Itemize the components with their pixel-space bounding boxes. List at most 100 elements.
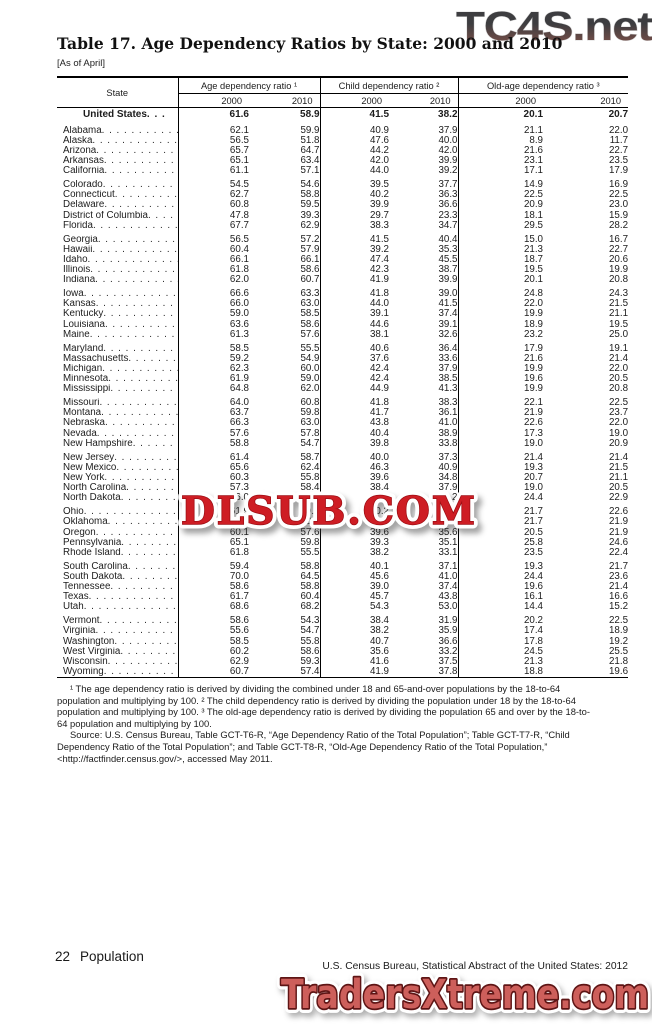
ratio-value: 57.2 xyxy=(300,233,320,245)
ratio-value: 41.3 xyxy=(438,383,458,395)
ratio-value: 61.3 xyxy=(229,328,249,340)
state-name-cell: Montana xyxy=(57,408,179,419)
ratio-value: 22.5 xyxy=(457,190,544,201)
state-name-cell: North Dakota xyxy=(57,493,179,504)
ratio-value: 40.1 xyxy=(319,561,390,572)
ratio-value: 54.5 xyxy=(229,179,249,191)
ratio-value: 61.9 xyxy=(229,373,249,385)
state-name: Connecticut xyxy=(63,190,115,201)
section-name: Population xyxy=(80,949,144,964)
ratio-value: 25.8 xyxy=(457,537,544,548)
ratio-value: 55.8 xyxy=(300,635,320,647)
state-name-cell: Michigan xyxy=(57,363,179,375)
dot-leader xyxy=(128,562,177,572)
ratio-value: 60.1 xyxy=(229,526,249,538)
ratio-value: 22.6 xyxy=(608,506,629,518)
state-name-cell: Rhode Island xyxy=(57,547,179,559)
dot-leader xyxy=(98,235,177,245)
col-header-year: 2010 xyxy=(389,93,459,108)
ratio-value: 33.8 xyxy=(438,437,458,449)
state-name: Virginia xyxy=(63,626,96,637)
col-group-oldage-dependency: Old-age dependency ratio ³ xyxy=(457,77,629,94)
ratio-value: 58.8 xyxy=(300,560,320,572)
footnote-text: ¹ The age dependency ratio is derived by… xyxy=(57,683,590,729)
ratio-value: 39.2 xyxy=(438,165,458,177)
ratio-value: 17.3 xyxy=(457,428,544,439)
ratio-value: 20.5 xyxy=(608,373,629,385)
ratio-value: 23.5 xyxy=(457,547,544,559)
state-name-cell: Nevada xyxy=(57,428,179,439)
ratio-value: 22.9 xyxy=(608,492,629,504)
state-name: Oklahoma xyxy=(63,517,108,528)
dot-leader xyxy=(103,344,177,354)
ratio-value: 56.5 xyxy=(229,233,249,245)
state-name-cell: New York xyxy=(57,473,179,484)
ratio-value: 38.5 xyxy=(438,373,458,385)
state-name-cell: Indiana xyxy=(57,275,179,286)
ratio-value: 24.6 xyxy=(608,536,629,548)
ratio-value: 55.5 xyxy=(300,342,320,354)
state-name-cell: Vermont xyxy=(57,616,179,627)
ratio-value: 19.6 xyxy=(457,581,544,593)
ratio-value: 57.6 xyxy=(300,328,320,340)
ratio-value: 60.8 xyxy=(300,397,320,409)
state-name-cell: New Jersey xyxy=(57,452,179,463)
ratio-value: 62.0 xyxy=(300,383,320,395)
state-name-cell: Florida xyxy=(57,220,179,232)
ratio-value: 64.7 xyxy=(300,144,320,156)
edition-note: U.S. Census Bureau, Statistical Abstract… xyxy=(322,961,628,972)
ratio-value: 41.5 xyxy=(438,298,458,310)
table-row: New Jersey61.458.740.037.321.421.4 xyxy=(57,452,628,463)
table-row: Virginia 55.6 54.738.2 35.917.4 18.9 xyxy=(57,626,628,637)
state-name: Tennessee xyxy=(63,582,111,593)
dot-leader xyxy=(120,647,177,657)
state-name-cell: New Mexico xyxy=(57,462,179,473)
ratio-value: 17.1 xyxy=(457,166,544,177)
ratio-value: 36.6 xyxy=(438,635,458,647)
ratio-value: 38.3 xyxy=(438,397,458,409)
ratio-value: 37.8 xyxy=(438,666,458,678)
source-note: Source: U.S. Census Bureau, Table GCT-T6… xyxy=(57,729,570,764)
state-name: Kansas xyxy=(63,299,96,310)
ratio-value: 37.0 xyxy=(438,506,458,518)
state-name: Delaware xyxy=(63,200,105,211)
ratio-value: 39.9 xyxy=(438,155,458,167)
table-row: Kansas 66.0 63.044.0 41.522.0 21.5 xyxy=(57,298,628,310)
dot-leader xyxy=(104,473,177,483)
ratio-value: 34.7 xyxy=(438,219,458,231)
dot-leader xyxy=(88,255,177,265)
ratio-value: 22.0 xyxy=(608,124,629,136)
ratio-value: 58.5 xyxy=(229,342,249,354)
state-name: Nebraska xyxy=(63,418,105,429)
ratio-value: 58.8 xyxy=(300,581,320,593)
ratio-value: 60.7 xyxy=(300,274,320,286)
ratio-value: 21.4 xyxy=(608,352,629,364)
ratio-value: 61.8 xyxy=(229,264,249,276)
ratio-value: 15.2 xyxy=(608,601,629,613)
table-row: Oklahoma 63.0 60.941.3 39.021.7 21.9 xyxy=(57,517,628,528)
state-name: New York xyxy=(63,473,105,483)
ratio-value: 64.8 xyxy=(229,383,249,395)
ratio-value: 19.5 xyxy=(457,264,544,276)
ratio-value: 14.9 xyxy=(457,179,544,191)
ratio-value: 18.1 xyxy=(457,210,544,221)
state-name: Mississippi xyxy=(63,384,111,395)
ratio-value: 16.6 xyxy=(608,591,629,603)
ratio-value: 37.7 xyxy=(438,179,458,191)
table-row: Missouri 64.0 60.841.8 38.322.1 22.5 xyxy=(57,397,628,409)
state-name-cell: Hawaii xyxy=(57,244,179,255)
ratio-value: 19.3 xyxy=(457,561,544,572)
ratio-value: 68.2 xyxy=(300,601,320,613)
ratio-value: 35.6 xyxy=(438,526,458,538)
table-row: South Carolina 59.4 58.840.1 37.119.3 21.7 xyxy=(57,560,628,572)
table-row: North Carolina 57.3 58.438.4 37.919.0 20.5 xyxy=(57,482,628,494)
dot-leader xyxy=(89,592,177,602)
table-row: Wisconsin 62.9 59.341.6 37.521.3 21.8 xyxy=(57,655,628,668)
ratio-value: 29.5 xyxy=(457,220,544,232)
ratio-value: 62.9 xyxy=(229,655,249,667)
ratio-value: 63.4 xyxy=(300,155,320,167)
ratio-value: 58.6 xyxy=(229,615,249,627)
dot-leader xyxy=(92,245,177,255)
ratio-value: 37.6 xyxy=(319,353,390,364)
ratio-value: 57.3 xyxy=(229,482,249,494)
